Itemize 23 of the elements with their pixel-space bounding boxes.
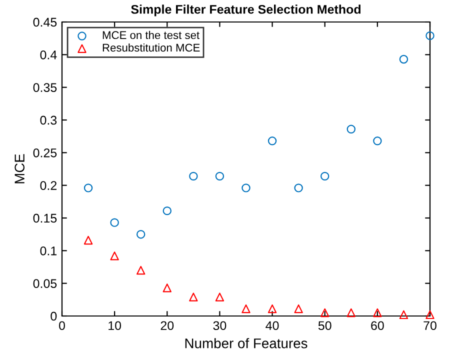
legend-label: Resubstitution MCE — [102, 43, 200, 52]
x-axis-title: Number of Features — [185, 338, 308, 348]
x-tick-label: 30 — [213, 321, 226, 330]
x-tick-label: 10 — [108, 321, 122, 330]
y-tick-label: 0.15 — [33, 214, 57, 223]
x-tick-label: 20 — [160, 321, 174, 330]
y-tick-label: 0.1 — [40, 246, 57, 256]
y-tick-label: 0.05 — [33, 279, 57, 288]
chart-title: Simple Filter Feature Selection Method — [131, 4, 360, 16]
y-tick-label: 0.45 — [33, 18, 57, 27]
x-tick-label: 50 — [318, 321, 332, 330]
x-tick-label: 70 — [424, 321, 436, 330]
y-tick-label: 0.35 — [33, 83, 57, 92]
y-axis-title: MCE — [14, 154, 25, 184]
y-tick-label: 0.2 — [40, 181, 57, 190]
legend-label: MCE on the test set — [102, 30, 200, 40]
y-tick-label: 0.3 — [40, 116, 57, 125]
y-tick-label: 0.25 — [33, 148, 57, 158]
y-tick-label: 0 — [50, 312, 57, 321]
x-tick-label: 40 — [266, 321, 279, 330]
y-tick-label: 0.4 — [40, 50, 57, 60]
x-tick-label: 0 — [59, 321, 65, 330]
x-tick-label: 60 — [371, 321, 384, 330]
